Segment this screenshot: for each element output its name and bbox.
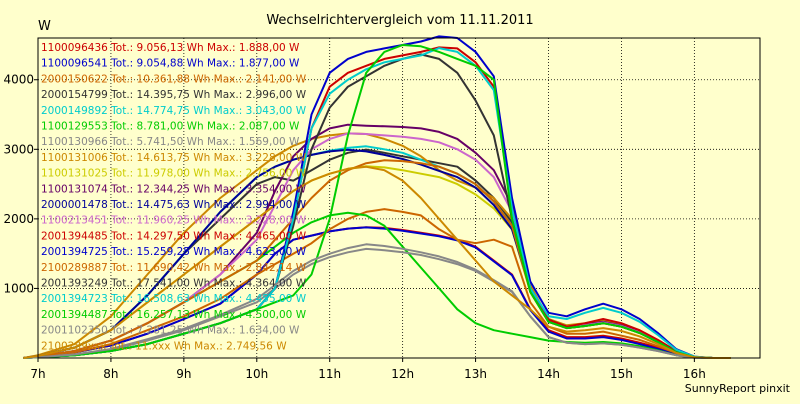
legend-entry: 2001394723 Tot.: 16.508,63 Wh Max.: 4.45…	[41, 293, 307, 305]
legend-entry: 1100129553 Tot.: 8.781,00 Wh Max.: 2.087…	[41, 121, 300, 133]
x-tick-label: 7h	[30, 367, 45, 381]
plot-area	[38, 38, 760, 358]
legend-entry: 1100213451 Tot.: 11.960,25 Wh Max.: 3.22…	[41, 215, 307, 227]
credit-text: SunnyReport pinxit	[685, 382, 791, 395]
legend: 1100096436 Tot.: 9.056,13 Wh Max.: 1.888…	[41, 42, 307, 352]
x-tick-label: 15h	[610, 367, 633, 381]
x-tick-label: 12h	[391, 367, 414, 381]
legend-entry: 2100289887 Tot.: 11.690,42 Wh Max.: 2.84…	[41, 262, 307, 274]
x-tick-label: 10h	[245, 367, 268, 381]
y-tick-label: 1000	[3, 281, 34, 295]
legend-entry: 2000149892 Tot.: 14.774,75 Wh Max.: 3.04…	[41, 105, 307, 117]
plot-background	[38, 38, 760, 358]
grid-lines	[38, 38, 760, 358]
series-group	[23, 35, 731, 359]
x-tick-label: 9h	[176, 367, 191, 381]
x-tick-label: 14h	[537, 367, 560, 381]
y-axis-label: W	[38, 19, 51, 34]
legend-entry: 2001102350 Tot.: 7.281,25 Wh Max.: 1.634…	[41, 325, 300, 337]
legend-entry: 1100096541 Tot.: 9.054,88 Wh Max.: 1.877…	[41, 58, 300, 70]
legend-entry: 2100289xxx Tot.: 11.xxx Wh Max.: 2.749,5…	[41, 340, 287, 352]
y-tick-label: 4000	[3, 73, 34, 87]
x-tick-label: 11h	[318, 367, 341, 381]
legend-entry: 2000150622 Tot.: 10.361,88 Wh Max.: 2.14…	[41, 73, 307, 85]
series-line-2	[23, 226, 731, 359]
legend-entry: 2001393249 Tot.: 17.541,00 Wh Max.: 4.36…	[41, 278, 307, 290]
series-line-19	[23, 243, 731, 359]
chart-title: Wechselrichtervergleich vom 11.11.2011	[266, 13, 533, 28]
legend-entry: 1100096436 Tot.: 9.056,13 Wh Max.: 1.888…	[41, 42, 300, 54]
legend-entry: 2000154799 Tot.: 14.395,75 Wh Max.: 2.99…	[41, 89, 307, 101]
legend-entry: 1100131074 Tot.: 12.344,25 Wh Max.: 3.35…	[41, 183, 307, 195]
series-line-3	[23, 208, 731, 359]
legend-entry: 2001394487 Tot.: 16.257,13 Wh Max.: 4.50…	[41, 309, 307, 321]
legend-entry: 2001394725 Tot.: 15.259,25 Wh Max.: 4.62…	[41, 246, 307, 258]
y-tick-label: 3000	[3, 142, 34, 156]
plot-border	[37, 37, 761, 359]
series-line-18	[23, 44, 731, 359]
x-tick-label: 8h	[103, 367, 118, 381]
axes: 1000 2000 3000 4000 7h 8h 9h 10h 11h 12h 13h 14h 15h…	[3, 37, 761, 381]
legend-entry: 2001394485 Tot.: 14.297,50 Wh Max.: 4.46…	[41, 230, 307, 242]
series-line-20	[23, 165, 731, 359]
y-tick-label: 2000	[3, 212, 34, 226]
x-tick-label: 16h	[683, 367, 706, 381]
legend-entry: 2000001478 Tot.: 14.475,63 Wh Max.: 2.99…	[41, 199, 307, 211]
legend-entry: 1100131025 Tot.: 11.978,00 Wh Max.: 2.75…	[41, 168, 307, 180]
legend-entry: 1100130966 Tot.: 5.741,50 Wh Max.: 1.569…	[41, 136, 300, 148]
x-tick-label: 13h	[464, 367, 487, 381]
legend-entry: 1100131006 Tot.: 14.613,75 Wh Max.: 3.22…	[41, 152, 307, 164]
